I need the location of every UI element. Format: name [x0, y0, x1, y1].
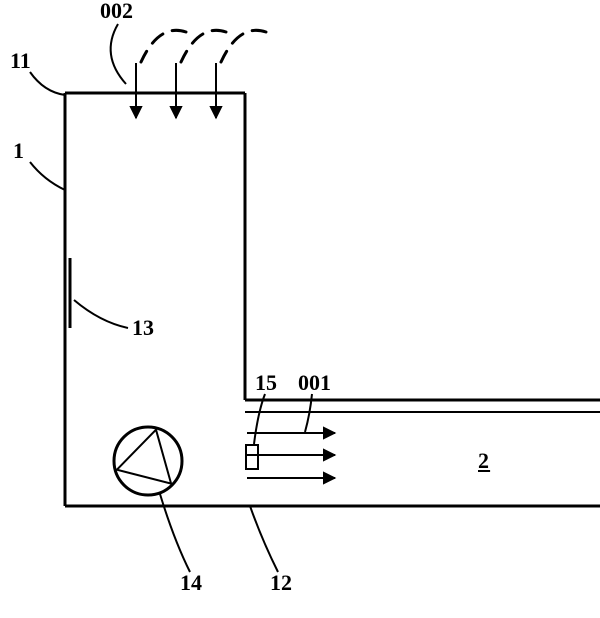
- label-002: 002: [100, 0, 133, 23]
- label-1: 1: [13, 138, 24, 163]
- label-001: 001: [298, 370, 331, 395]
- label-2: 2: [478, 448, 489, 473]
- label-13: 13: [132, 315, 154, 340]
- label-11: 11: [10, 48, 31, 73]
- label-12: 12: [270, 570, 292, 595]
- label-15: 15: [255, 370, 277, 395]
- label-14: 14: [180, 570, 202, 595]
